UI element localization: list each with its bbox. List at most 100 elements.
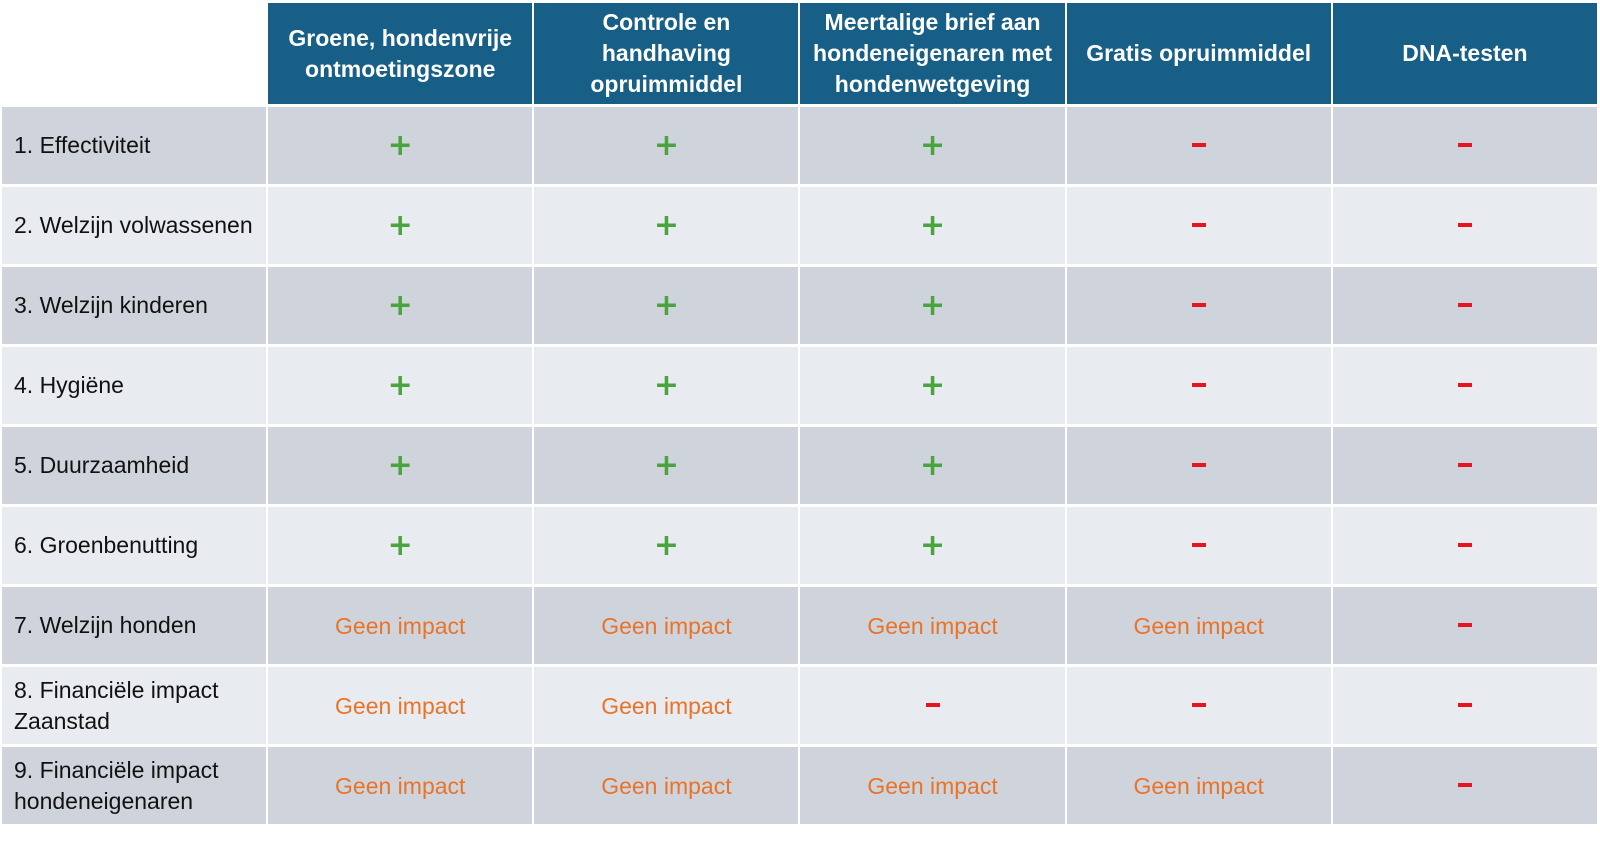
header-option: Controle en handhaving opruimmiddel: [532, 3, 799, 104]
score-cell: [1330, 104, 1597, 184]
criterion-label: 8. Financiële impact Zaanstad: [14, 676, 219, 734]
table-row: 1. Effectiviteit + + +: [2, 104, 1597, 184]
score-cell: [1064, 504, 1331, 584]
criterion-cell: 2. Welzijn volwassenen: [2, 184, 267, 264]
score-cell: +: [798, 424, 1065, 504]
score-cell: +: [798, 344, 1065, 424]
score-cell: [1064, 424, 1331, 504]
score-cell: [1064, 344, 1331, 424]
score-cell: Geen impact: [266, 744, 533, 824]
score-cell: [1330, 744, 1597, 824]
score-cell: [1064, 104, 1331, 184]
minus-icon: [1457, 143, 1472, 148]
score-cell: +: [266, 184, 533, 264]
minus-icon: [1191, 543, 1206, 548]
minus-icon: [1457, 783, 1472, 788]
score-cell: +: [532, 424, 799, 504]
score-cell: Geen impact: [532, 584, 799, 664]
score-cell: +: [532, 264, 799, 344]
no-impact-label: Geen impact: [601, 772, 732, 799]
score-cell: [1064, 264, 1331, 344]
table-row: 4. Hygiëne + + +: [2, 344, 1597, 424]
header-option: Gratis opruimmiddel: [1064, 3, 1331, 104]
score-cell: Geen impact: [532, 744, 799, 824]
plus-icon: +: [919, 527, 946, 563]
criterion-cell: 3. Welzijn kinderen: [2, 264, 267, 344]
plus-icon: +: [919, 287, 946, 323]
score-cell: Geen impact: [266, 664, 533, 744]
score-cell: [1330, 264, 1597, 344]
no-impact-label: Geen impact: [1133, 772, 1264, 799]
score-cell: [1064, 664, 1331, 744]
table-row: 2. Welzijn volwassenen + + +: [2, 184, 1597, 264]
criterion-label: 7. Welzijn honden: [14, 612, 197, 638]
score-cell: Geen impact: [1064, 584, 1331, 664]
plus-icon: +: [919, 127, 946, 163]
score-cell: +: [798, 264, 1065, 344]
minus-icon: [1191, 463, 1206, 468]
criterion-cell: 4. Hygiëne: [2, 344, 267, 424]
table-row: 9. Financiële impact hondeneigenaren Geen…: [2, 744, 1597, 824]
header-option: Groene, hondenvrije ontmoetingszone: [266, 3, 533, 104]
criterion-label: 5. Duurzaamheid: [14, 452, 190, 478]
criterion-label: 4. Hygiëne: [14, 372, 124, 398]
no-impact-label: Geen impact: [867, 612, 998, 639]
score-cell: [1064, 184, 1331, 264]
no-impact-label: Geen impact: [335, 692, 466, 719]
table-row: 8. Financiële impact Zaanstad Geen impact…: [2, 664, 1597, 744]
no-impact-label: Geen impact: [601, 612, 732, 639]
plus-icon: +: [653, 447, 679, 483]
score-cell: Geen impact: [798, 584, 1065, 664]
score-cell: +: [266, 424, 533, 504]
minus-icon: [1191, 143, 1206, 148]
criterion-label: 9. Financiële impact hondeneigenaren: [14, 756, 219, 814]
minus-icon: [1191, 303, 1206, 308]
score-cell: Geen impact: [266, 584, 533, 664]
criterion-label: 3. Welzijn kinderen: [14, 292, 208, 318]
criterion-label: 6. Groenbenutting: [14, 532, 199, 558]
minus-icon: [1457, 623, 1472, 628]
minus-icon: [1457, 543, 1472, 548]
no-impact-label: Geen impact: [601, 692, 732, 719]
score-cell: +: [798, 104, 1065, 184]
score-cell: +: [532, 104, 799, 184]
criterion-cell: 5. Duurzaamheid: [2, 424, 267, 504]
matrix-body: 1. Effectiviteit + + +2. Welzijn volwassene…: [2, 104, 1597, 824]
score-cell: +: [266, 344, 533, 424]
minus-icon: [925, 703, 940, 708]
score-cell: [1330, 584, 1597, 664]
score-cell: +: [798, 504, 1065, 584]
minus-icon: [1191, 383, 1206, 388]
no-impact-label: Geen impact: [335, 612, 466, 639]
plus-icon: +: [387, 447, 413, 483]
header-option: Meertalige brief aan hondeneigenaren met…: [798, 3, 1065, 104]
plus-icon: +: [653, 127, 679, 163]
no-impact-label: Geen impact: [867, 772, 998, 799]
score-cell: +: [266, 104, 533, 184]
criterion-label: 1. Effectiviteit: [14, 132, 151, 158]
minus-icon: [1191, 223, 1206, 228]
plus-icon: +: [387, 527, 413, 563]
score-cell: [1330, 664, 1597, 744]
plus-icon: +: [653, 207, 679, 243]
plus-icon: +: [387, 367, 413, 403]
criterion-cell: 9. Financiële impact hondeneigenaren: [2, 744, 267, 824]
evaluation-matrix: Groene, hondenvrije ontmoetingszone Cont…: [2, 3, 1597, 824]
score-cell: Geen impact: [798, 744, 1065, 824]
criterion-cell: 8. Financiële impact Zaanstad: [2, 664, 267, 744]
minus-icon: [1457, 303, 1472, 308]
score-cell: [1330, 344, 1597, 424]
header-row: Groene, hondenvrije ontmoetingszone Cont…: [2, 3, 1597, 104]
minus-icon: [1457, 383, 1472, 388]
criterion-cell: 6. Groenbenutting: [2, 504, 267, 584]
score-cell: +: [532, 184, 799, 264]
plus-icon: +: [387, 287, 413, 323]
header-option: DNA-testen: [1330, 3, 1597, 104]
score-cell: +: [532, 344, 799, 424]
score-cell: +: [266, 504, 533, 584]
header-corner: [2, 3, 267, 104]
criterion-cell: 7. Welzijn honden: [2, 584, 267, 664]
minus-icon: [1457, 703, 1472, 708]
plus-icon: +: [919, 447, 946, 483]
score-cell: +: [266, 264, 533, 344]
